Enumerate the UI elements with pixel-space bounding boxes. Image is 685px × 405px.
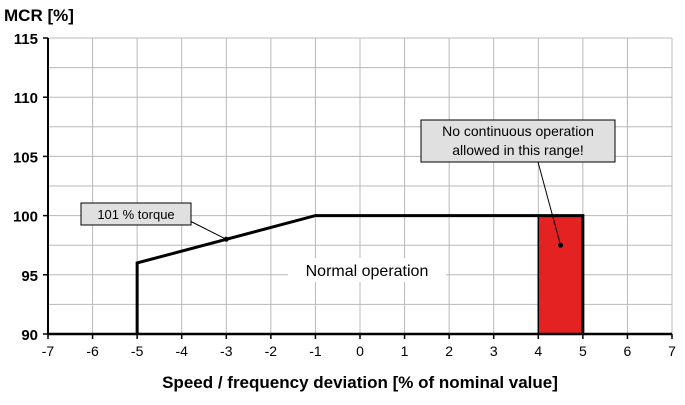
y-tick-label: 90 [21, 327, 38, 344]
torque-callout-box [80, 202, 192, 226]
x-tick-label: 6 [624, 343, 632, 359]
torque-callout-leader [187, 219, 227, 240]
x-tick-label: 0 [356, 343, 364, 359]
x-tick-label: 5 [579, 343, 587, 359]
operating-envelope-line [135, 214, 585, 334]
restriction-callout-line-2: allowed in this range! [452, 142, 584, 158]
y-tick-label: 105 [13, 149, 38, 166]
x-tick-label: -5 [131, 343, 144, 359]
x-tick-label: -6 [86, 343, 99, 359]
x-axis-label: Speed / frequency deviation [% of nomina… [162, 373, 558, 392]
x-tick-label: 4 [534, 343, 542, 359]
restriction-callout-box [420, 119, 616, 163]
restriction-callout-pointer [558, 242, 564, 248]
axes [43, 37, 673, 339]
normal-operation-label-bg [288, 258, 446, 282]
restriction-callout-line-1: No continuous operation [442, 123, 594, 139]
y-tick-label: 110 [14, 90, 38, 107]
torque-callout-pointer [223, 236, 229, 242]
restriction-callout-leader [537, 161, 562, 246]
x-tick-label: 1 [401, 343, 409, 359]
series-layer [135, 214, 585, 334]
x-tick-label: -7 [42, 343, 55, 359]
y-tick-label: 95 [21, 268, 38, 285]
x-tick-label: -4 [175, 343, 188, 359]
restricted-region [537, 214, 584, 335]
x-tick-label: 3 [490, 343, 498, 359]
normal-operation-label: Normal operation [306, 263, 429, 280]
restricted-region-layer [537, 214, 584, 335]
x-tick-label: -1 [309, 343, 322, 359]
x-tick-label: -3 [220, 343, 233, 359]
x-tick-label: 2 [445, 343, 453, 359]
y-axis-label: MCR [%] [4, 6, 74, 25]
y-tick-label: 115 [14, 31, 38, 48]
x-tick-label: -2 [265, 343, 278, 359]
annotations: 101 % torque No continuous operation all… [80, 119, 616, 282]
y-tick-label: 100 [13, 209, 38, 226]
tick-labels: -7 -6 -5 -4 -3 -2 -1 0 1 2 3 4 5 6 7 90 95 100 105 110 115 [13, 31, 676, 359]
x-tick-label: 7 [668, 343, 676, 359]
torque-callout-text: 101 % torque [97, 207, 174, 222]
